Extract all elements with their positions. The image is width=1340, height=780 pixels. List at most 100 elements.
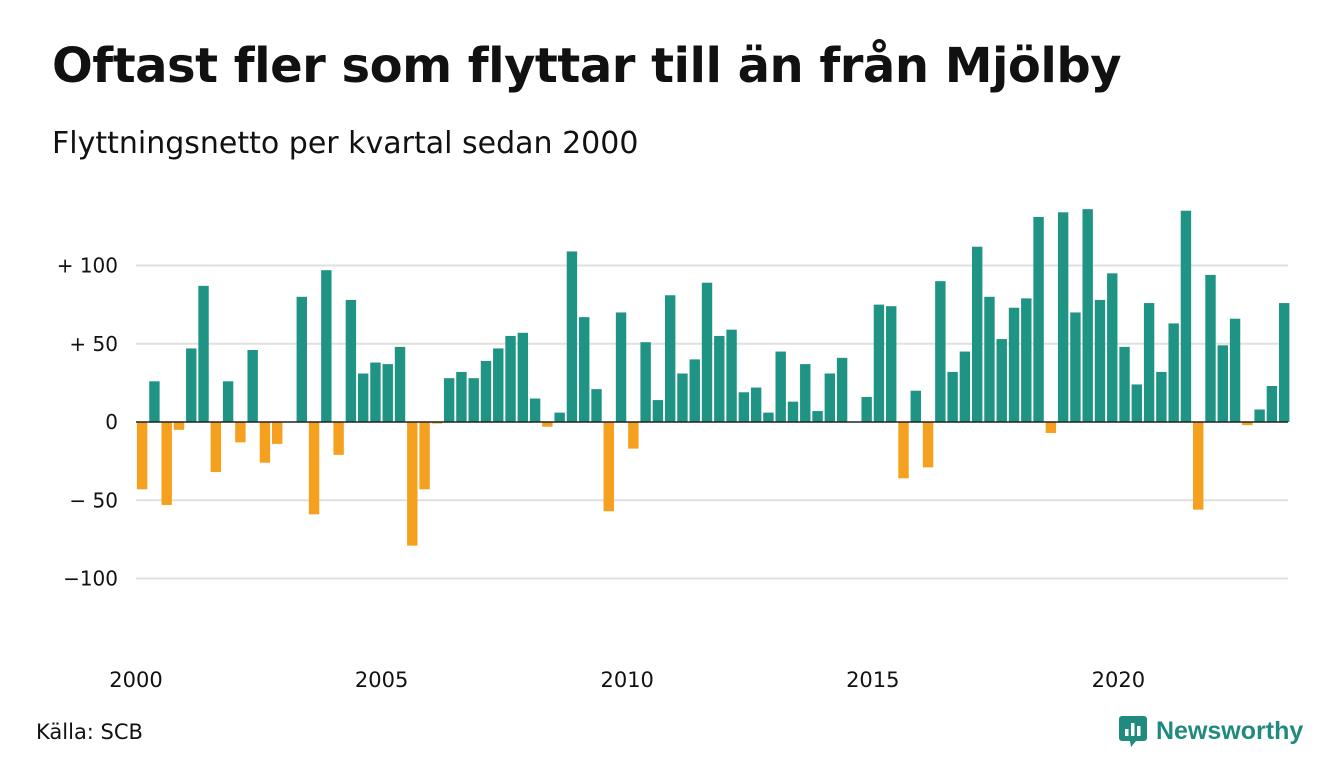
bar-positive	[787, 401, 799, 422]
bar-positive	[1119, 346, 1130, 422]
bar-positive	[861, 396, 872, 422]
bar-negative	[1045, 422, 1057, 433]
bar-positive	[689, 359, 700, 422]
bar-positive	[357, 373, 369, 423]
bar-positive	[664, 295, 676, 423]
bar-positive	[738, 392, 750, 422]
brand-logo: Newsworthy	[1118, 714, 1303, 748]
bar-negative	[333, 422, 344, 455]
brand-name: Newsworthy	[1156, 716, 1304, 745]
bar-positive	[1094, 299, 1106, 422]
bar-negative	[161, 422, 172, 505]
bar-positive	[824, 373, 836, 423]
bar-positive	[1070, 312, 1081, 422]
bar-positive	[566, 251, 578, 422]
bar-positive	[1156, 371, 1167, 422]
bar-positive	[1229, 318, 1241, 422]
chart-subtitle: Flyttningsnetto per kvartal sedan 2000	[52, 126, 639, 161]
bar-positive	[775, 351, 786, 422]
bar-positive	[652, 400, 664, 422]
bar-negative	[542, 422, 553, 427]
bar-positive	[554, 412, 565, 422]
bar-positive	[468, 378, 479, 422]
bar-positive	[959, 351, 971, 422]
bar-negative	[922, 422, 934, 468]
bar-positive	[443, 378, 455, 422]
bar-positive	[750, 387, 762, 422]
bar-positive	[615, 312, 627, 422]
bar-positive	[1217, 345, 1228, 422]
bar-positive	[886, 306, 897, 422]
bar-positive	[640, 342, 651, 422]
bar-positive	[370, 362, 381, 422]
newsworthy-logo-icon	[1119, 716, 1147, 747]
bar-positive	[1180, 210, 1192, 422]
bars	[136, 209, 1290, 546]
bar-negative	[308, 422, 320, 515]
bar-negative	[1242, 422, 1253, 426]
bar-positive	[1143, 303, 1155, 422]
bar-positive	[296, 296, 307, 422]
bar-positive	[1021, 298, 1032, 422]
bar-positive	[186, 348, 197, 422]
bar-positive	[996, 339, 1007, 422]
bar-positive	[480, 360, 492, 422]
bar-positive	[1033, 216, 1044, 422]
bar-positive	[836, 357, 848, 422]
bar-positive	[935, 281, 946, 422]
bar-positive	[517, 332, 529, 422]
bar-positive	[529, 398, 541, 422]
bar-positive	[1168, 323, 1179, 422]
bar-positive	[1082, 209, 1093, 422]
bar-positive	[591, 389, 602, 422]
bar-positive	[1266, 386, 1278, 422]
bar-negative	[259, 422, 271, 463]
x-tick-label: 2000	[109, 668, 162, 692]
bar-negative	[431, 422, 443, 424]
bar-positive	[382, 364, 393, 423]
bar-positive	[1008, 307, 1020, 422]
bar-positive	[984, 296, 995, 422]
bar-positive	[394, 346, 406, 422]
bar-positive	[1107, 273, 1118, 422]
bar-negative	[235, 422, 246, 443]
bar-negative	[173, 422, 185, 430]
bar-positive	[1131, 384, 1143, 422]
bar-negative	[407, 422, 418, 546]
y-tick-label: + 100	[57, 254, 118, 278]
bar-positive	[345, 299, 357, 422]
bar-positive	[321, 270, 332, 422]
bar-positive	[493, 348, 504, 422]
bar-positive	[800, 364, 811, 423]
source-note: Källa: SCB	[36, 720, 143, 744]
y-tick-label: −100	[63, 567, 118, 591]
bar-positive	[910, 390, 921, 422]
bar-negative	[603, 422, 614, 512]
axis-labels: + 100 + 50 0 − 50 −100 2000 2005 2010 2015 2020	[57, 254, 1288, 692]
bar-positive	[1278, 303, 1290, 422]
bar-positive	[456, 371, 467, 422]
bar-positive	[947, 371, 958, 422]
bar-positive	[1205, 274, 1216, 422]
bar-negative	[898, 422, 909, 479]
bar-negative	[272, 422, 283, 444]
bar-positive	[971, 246, 983, 422]
x-tick-label: 2005	[355, 668, 408, 692]
bar-positive	[222, 381, 234, 422]
bar-positive	[812, 411, 823, 423]
x-tick-label: 2015	[846, 668, 899, 692]
bar-positive	[149, 381, 160, 422]
bar-negative	[1193, 422, 1204, 510]
y-tick-label: − 50	[69, 488, 118, 512]
bar-negative	[210, 422, 222, 473]
bar-positive	[677, 373, 688, 423]
x-tick-label: 2010	[600, 668, 653, 692]
bar-positive	[579, 317, 590, 422]
bar-positive	[1057, 212, 1069, 422]
bar-positive	[1254, 409, 1265, 422]
chart-title: Oftast fler som flyttar till än från Mjö…	[52, 38, 1122, 94]
bar-positive	[726, 329, 737, 422]
bar-positive	[505, 335, 516, 423]
bar-positive	[873, 304, 885, 423]
